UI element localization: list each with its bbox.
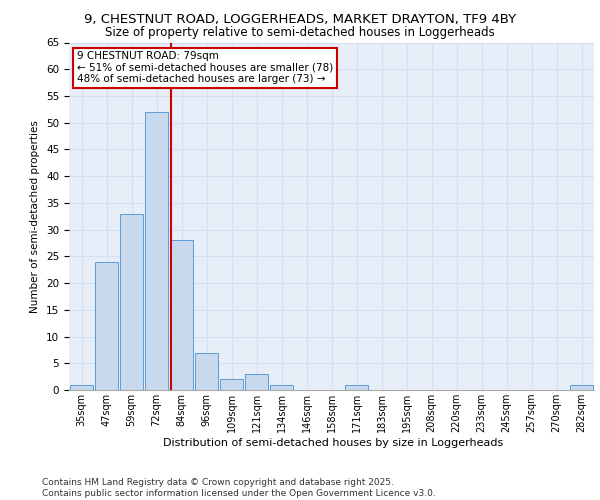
Text: Distribution of semi-detached houses by size in Loggerheads: Distribution of semi-detached houses by … [163,438,503,448]
Bar [269,384,293,390]
Text: Contains HM Land Registry data © Crown copyright and database right 2025.
Contai: Contains HM Land Registry data © Crown c… [42,478,436,498]
Y-axis label: Number of semi-detached properties: Number of semi-detached properties [31,120,40,312]
Bar [569,384,593,390]
Bar [95,262,118,390]
Bar [170,240,193,390]
Bar [344,384,368,390]
Bar [119,214,143,390]
Bar [70,384,94,390]
Text: Size of property relative to semi-detached houses in Loggerheads: Size of property relative to semi-detach… [105,26,495,39]
Bar [145,112,169,390]
Text: 9 CHESTNUT ROAD: 79sqm
← 51% of semi-detached houses are smaller (78)
48% of sem: 9 CHESTNUT ROAD: 79sqm ← 51% of semi-det… [77,51,333,84]
Bar [220,380,244,390]
Bar [245,374,268,390]
Bar [194,352,218,390]
Text: 9, CHESTNUT ROAD, LOGGERHEADS, MARKET DRAYTON, TF9 4BY: 9, CHESTNUT ROAD, LOGGERHEADS, MARKET DR… [84,12,516,26]
